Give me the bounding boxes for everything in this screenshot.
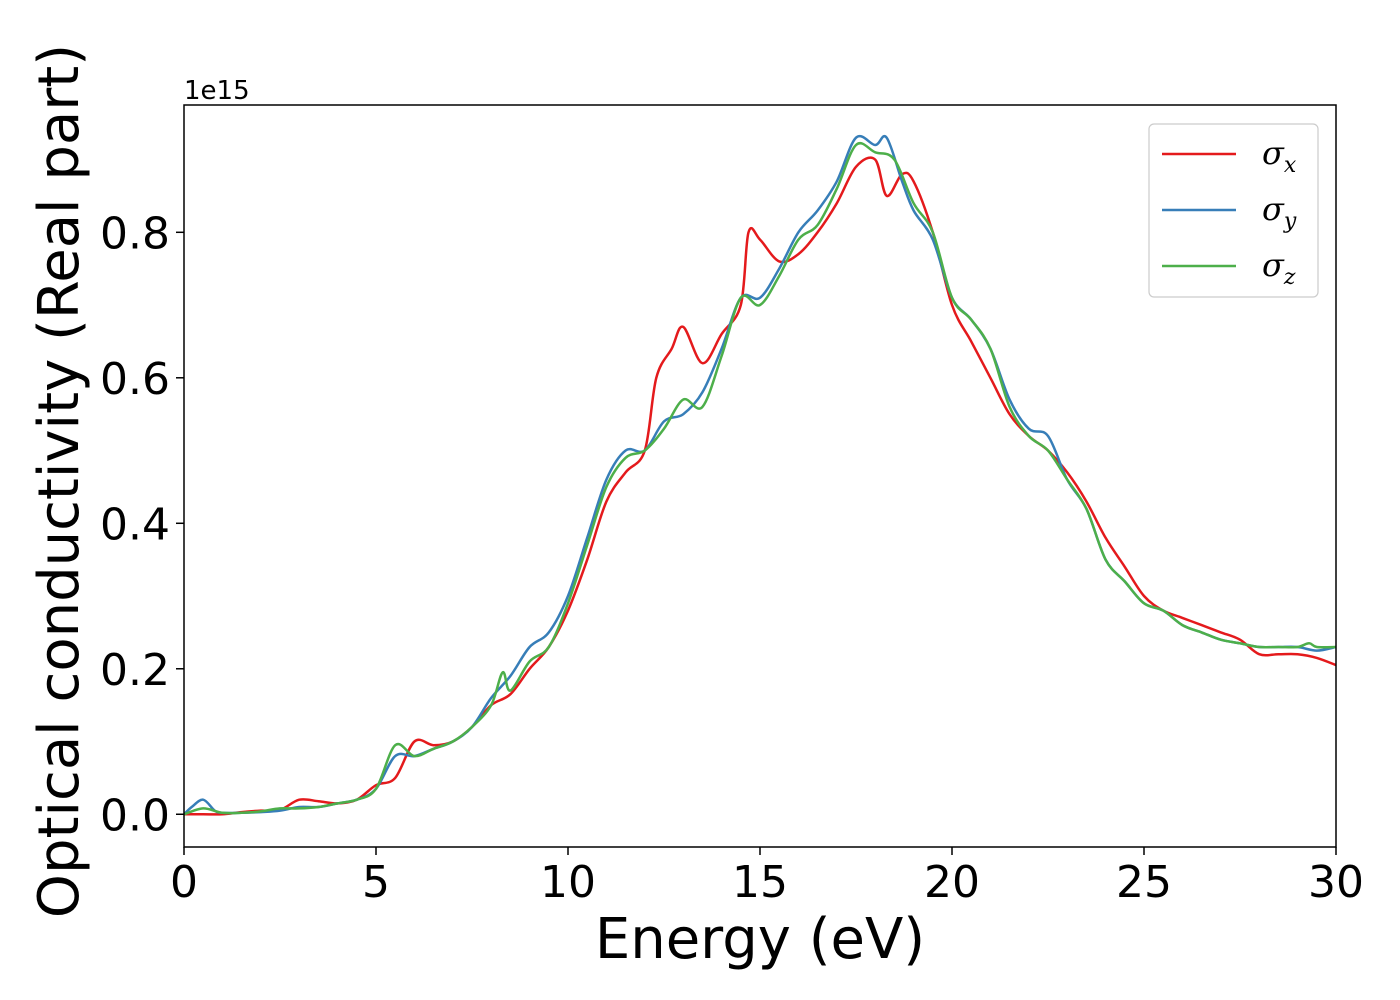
y-tick-label: 0.4 [100,499,170,550]
series-line-x [184,156,1336,816]
x-tick-label: 10 [540,857,596,908]
x-tick-label: 30 [1308,857,1364,908]
legend: σx σy σz [1148,123,1319,298]
series-line-z [184,141,1336,816]
y-tick-label: 0.0 [100,790,170,841]
x-axis: 0 5 10 15 20 25 30 [170,847,1364,908]
y-axis-label: Optical conductivity (Real part) [27,44,92,918]
x-tick-label: 0 [170,857,198,908]
y-axis: 0.0 0.2 0.4 0.6 0.8 [100,208,184,841]
legend-label-x: σx [1262,134,1297,178]
plot-area [184,135,1336,816]
y-offset-label: 1e15 [184,76,250,106]
y-tick-label: 0.6 [100,354,170,405]
legend-label-z: σz [1262,246,1296,290]
x-tick-label: 5 [362,857,390,908]
x-tick-label: 15 [732,857,788,908]
x-tick-label: 20 [924,857,980,908]
x-tick-label: 25 [1116,857,1172,908]
legend-label-y: σy [1262,190,1297,234]
y-tick-label: 0.8 [100,208,170,259]
x-axis-label: Energy (eV) [595,907,925,972]
y-tick-label: 0.2 [100,645,170,696]
